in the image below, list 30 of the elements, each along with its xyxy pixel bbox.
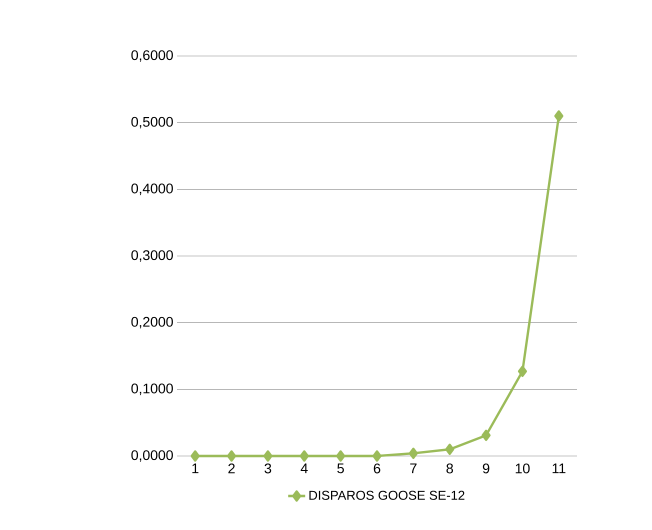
- point: [554, 110, 564, 122]
- x-tick-label: 3: [264, 464, 272, 474]
- legend-label: DISPAROS GOOSE SE-12: [309, 490, 464, 500]
- point: [408, 448, 418, 460]
- x-tick-label: 1: [192, 464, 198, 474]
- point: [482, 430, 491, 442]
- x-tick-label: 11: [552, 464, 566, 474]
- x-tick-label: 6: [374, 464, 380, 474]
- point: [445, 444, 454, 456]
- x-tick-label: 7: [410, 464, 417, 474]
- y-tick-label: 0,0000: [131, 450, 173, 462]
- x-tick-label: 10: [516, 464, 530, 474]
- point: [336, 450, 346, 462]
- point: [263, 450, 272, 462]
- y-tick-label: 0,3000: [131, 250, 173, 262]
- y-tick-label: 0,6000: [131, 50, 173, 62]
- x-tick-label: 5: [337, 464, 344, 474]
- y-tick-label: 0,2000: [131, 316, 173, 328]
- point: [518, 366, 528, 378]
- point: [190, 450, 200, 462]
- x-tick-label: 4: [300, 464, 308, 474]
- point: [372, 450, 382, 462]
- point: [226, 450, 236, 462]
- y-tick-label: 0,5000: [131, 116, 173, 128]
- y-tick-label: 0,4000: [131, 184, 173, 196]
- x-tick-label: 2: [228, 464, 235, 474]
- point: [300, 450, 309, 462]
- x-tick-label: 9: [482, 464, 490, 474]
- y-tick-label: 0,1000: [131, 384, 173, 396]
- x-tick-label: 8: [446, 464, 454, 474]
